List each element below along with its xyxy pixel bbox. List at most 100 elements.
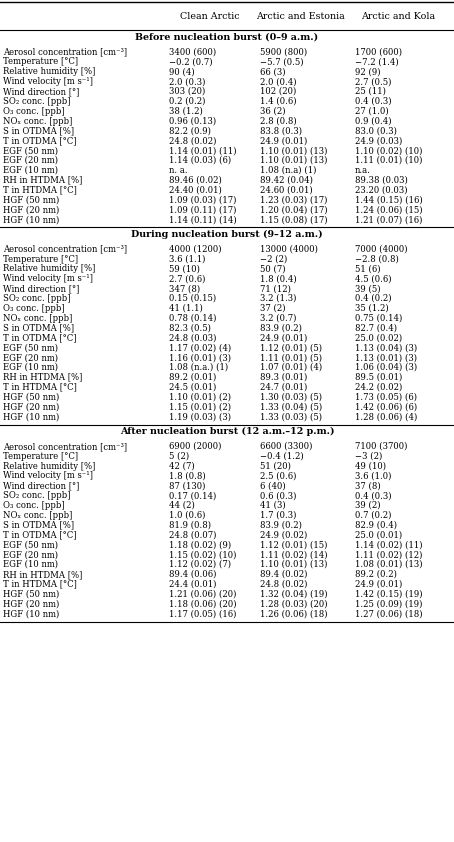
Text: −7.2 (1.4): −7.2 (1.4) — [355, 57, 399, 67]
Text: 35 (1.2): 35 (1.2) — [355, 304, 389, 312]
Text: 24.40 (0.01): 24.40 (0.01) — [169, 185, 222, 195]
Text: 1.10 (0.01) (13): 1.10 (0.01) (13) — [260, 147, 327, 155]
Text: NOₓ conc. [ppb]: NOₓ conc. [ppb] — [3, 116, 73, 125]
Text: 24.8 (0.07): 24.8 (0.07) — [169, 530, 217, 540]
Text: 1.73 (0.05) (6): 1.73 (0.05) (6) — [355, 392, 417, 402]
Text: 24.9 (0.03): 24.9 (0.03) — [355, 136, 402, 145]
Text: EGF (10 nm): EGF (10 nm) — [3, 560, 58, 569]
Text: 0.96 (0.13): 0.96 (0.13) — [169, 116, 216, 125]
Text: 3.2 (0.7): 3.2 (0.7) — [260, 314, 296, 322]
Text: 24.5 (0.01): 24.5 (0.01) — [169, 382, 216, 392]
Text: HGF (20 nm): HGF (20 nm) — [3, 402, 59, 411]
Text: 38 (1.2): 38 (1.2) — [169, 107, 203, 115]
Text: 0.15 (0.15): 0.15 (0.15) — [169, 294, 216, 303]
Text: 82.3 (0.5): 82.3 (0.5) — [169, 323, 211, 333]
Text: 4.5 (0.6): 4.5 (0.6) — [355, 274, 392, 283]
Text: SO₂ conc. [ppb]: SO₂ conc. [ppb] — [3, 491, 71, 500]
Text: 1.15 (0.08) (17): 1.15 (0.08) (17) — [260, 215, 327, 224]
Text: 41 (3): 41 (3) — [260, 501, 286, 510]
Text: 1.33 (0.03) (5): 1.33 (0.03) (5) — [260, 413, 322, 421]
Text: RH in HTDMA [%]: RH in HTDMA [%] — [3, 176, 83, 184]
Text: 51 (20): 51 (20) — [260, 461, 291, 471]
Text: 1.27 (0.06) (18): 1.27 (0.06) (18) — [355, 610, 423, 618]
Text: 1.17 (0.02) (4): 1.17 (0.02) (4) — [169, 344, 231, 352]
Text: Relative humidity [%]: Relative humidity [%] — [3, 264, 95, 274]
Text: 1.09 (0.11) (17): 1.09 (0.11) (17) — [169, 205, 237, 214]
Text: 82.2 (0.9): 82.2 (0.9) — [169, 126, 211, 136]
Text: 1.10 (0.02) (10): 1.10 (0.02) (10) — [355, 147, 423, 155]
Text: S in OTDMA [%]: S in OTDMA [%] — [3, 323, 74, 333]
Text: Aerosol concentration [cm⁻³]: Aerosol concentration [cm⁻³] — [3, 245, 127, 253]
Text: HGF (20 nm): HGF (20 nm) — [3, 600, 59, 609]
Text: Arctic and Estonia: Arctic and Estonia — [256, 12, 345, 21]
Text: 303 (20): 303 (20) — [169, 87, 205, 96]
Text: 1.18 (0.06) (20): 1.18 (0.06) (20) — [169, 600, 237, 609]
Text: 0.75 (0.14): 0.75 (0.14) — [355, 314, 402, 322]
Text: 7000 (4000): 7000 (4000) — [355, 245, 408, 253]
Text: 1.13 (0.01) (3): 1.13 (0.01) (3) — [355, 353, 417, 362]
Text: 1.15 (0.02) (10): 1.15 (0.02) (10) — [169, 550, 237, 559]
Text: Temperature [°C]: Temperature [°C] — [3, 254, 78, 264]
Text: 1.25 (0.09) (19): 1.25 (0.09) (19) — [355, 600, 423, 609]
Text: 1.12 (0.01) (5): 1.12 (0.01) (5) — [260, 344, 322, 352]
Text: 1.0 (0.6): 1.0 (0.6) — [169, 511, 205, 520]
Text: 83.8 (0.3): 83.8 (0.3) — [260, 126, 302, 136]
Text: T in OTDMA [°C]: T in OTDMA [°C] — [3, 136, 77, 145]
Text: 24.8 (0.02): 24.8 (0.02) — [260, 580, 307, 589]
Text: 1.4 (0.6): 1.4 (0.6) — [260, 97, 296, 106]
Text: 0.2 (0.2): 0.2 (0.2) — [169, 97, 205, 106]
Text: 83.0 (0.3): 83.0 (0.3) — [355, 126, 397, 136]
Text: 1.11 (0.02) (12): 1.11 (0.02) (12) — [355, 550, 423, 559]
Text: 37 (2): 37 (2) — [260, 304, 285, 312]
Text: 1.08 (n.a) (1): 1.08 (n.a) (1) — [260, 166, 316, 175]
Text: −0.4 (1.2): −0.4 (1.2) — [260, 451, 303, 461]
Text: 89.4 (0.02): 89.4 (0.02) — [260, 570, 307, 578]
Text: EGF (50 nm): EGF (50 nm) — [3, 147, 58, 155]
Text: 1.06 (0.04) (3): 1.06 (0.04) (3) — [355, 363, 417, 372]
Text: 1.42 (0.06) (6): 1.42 (0.06) (6) — [355, 402, 417, 411]
Text: EGF (20 nm): EGF (20 nm) — [3, 156, 58, 165]
Text: 102 (20): 102 (20) — [260, 87, 296, 96]
Text: 0.9 (0.4): 0.9 (0.4) — [355, 116, 392, 125]
Text: T in HTDMA [°C]: T in HTDMA [°C] — [3, 580, 77, 589]
Text: 3400 (600): 3400 (600) — [169, 47, 216, 56]
Text: S in OTDMA [%]: S in OTDMA [%] — [3, 126, 74, 136]
Text: Wind velocity [m s⁻¹]: Wind velocity [m s⁻¹] — [3, 77, 93, 86]
Text: EGF (10 nm): EGF (10 nm) — [3, 363, 58, 372]
Text: O₃ conc. [ppb]: O₃ conc. [ppb] — [3, 304, 65, 312]
Text: 13000 (4000): 13000 (4000) — [260, 245, 318, 253]
Text: 1.13 (0.04) (3): 1.13 (0.04) (3) — [355, 344, 417, 352]
Text: 89.46 (0.02): 89.46 (0.02) — [169, 176, 222, 184]
Text: 1.28 (0.06) (4): 1.28 (0.06) (4) — [355, 413, 417, 421]
Text: 0.4 (0.2): 0.4 (0.2) — [355, 294, 392, 303]
Text: Temperature [°C]: Temperature [°C] — [3, 451, 78, 461]
Text: RH in HTDMA [%]: RH in HTDMA [%] — [3, 373, 83, 381]
Text: T in HTDMA [°C]: T in HTDMA [°C] — [3, 185, 77, 195]
Text: 89.5 (0.01): 89.5 (0.01) — [355, 373, 402, 381]
Text: 59 (10): 59 (10) — [169, 264, 200, 274]
Text: 49 (10): 49 (10) — [355, 461, 386, 471]
Text: HGF (10 nm): HGF (10 nm) — [3, 610, 59, 618]
Text: HGF (10 nm): HGF (10 nm) — [3, 215, 59, 224]
Text: 0.6 (0.3): 0.6 (0.3) — [260, 491, 296, 500]
Text: 24.60 (0.01): 24.60 (0.01) — [260, 185, 312, 195]
Text: 1.33 (0.04) (5): 1.33 (0.04) (5) — [260, 402, 322, 411]
Text: 1.08 (0.01) (13): 1.08 (0.01) (13) — [355, 560, 423, 569]
Text: 5 (2): 5 (2) — [169, 451, 189, 461]
Text: 82.7 (0.4): 82.7 (0.4) — [355, 323, 397, 333]
Text: After nucleation burst (12 a.m.–12 p.m.): After nucleation burst (12 a.m.–12 p.m.) — [120, 427, 334, 436]
Text: Wind velocity [m s⁻¹]: Wind velocity [m s⁻¹] — [3, 472, 93, 480]
Text: 347 (8): 347 (8) — [169, 284, 200, 293]
Text: 24.8 (0.02): 24.8 (0.02) — [169, 136, 217, 145]
Text: 1.30 (0.03) (5): 1.30 (0.03) (5) — [260, 392, 322, 402]
Text: O₃ conc. [ppb]: O₃ conc. [ppb] — [3, 501, 65, 510]
Text: 1.21 (0.07) (16): 1.21 (0.07) (16) — [355, 215, 423, 224]
Text: 89.3 (0.01): 89.3 (0.01) — [260, 373, 307, 381]
Text: 82.9 (0.4): 82.9 (0.4) — [355, 520, 397, 530]
Text: −0.2 (0.7): −0.2 (0.7) — [169, 57, 212, 67]
Text: Aerosol concentration [cm⁻³]: Aerosol concentration [cm⁻³] — [3, 47, 127, 56]
Text: 89.4 (0.06): 89.4 (0.06) — [169, 570, 217, 578]
Text: 1.28 (0.03) (20): 1.28 (0.03) (20) — [260, 600, 327, 609]
Text: EGF (50 nm): EGF (50 nm) — [3, 541, 58, 549]
Text: 51 (6): 51 (6) — [355, 264, 380, 274]
